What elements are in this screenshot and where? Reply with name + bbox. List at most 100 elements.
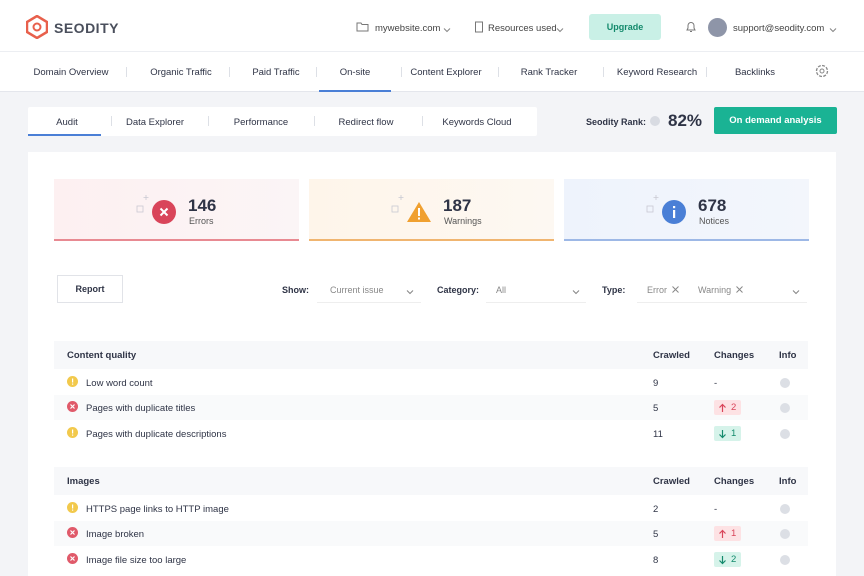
crawled-count: 2 (653, 504, 659, 515)
type-select[interactable] (637, 276, 807, 303)
tab-separator (313, 116, 315, 126)
summary-label: Notices (699, 216, 730, 226)
change-badge: 1 (714, 526, 741, 542)
nav-item[interactable]: Paid Traffic (252, 67, 300, 78)
status-icon-graphic (67, 552, 78, 564)
section-header (54, 467, 808, 495)
tab-separator (111, 116, 112, 126)
type-remove[interactable] (671, 285, 680, 294)
change-arrow-graphic (719, 555, 726, 564)
tab[interactable]: Redirect flow (338, 117, 394, 128)
bell-icon[interactable] (685, 21, 697, 33)
column-header: Crawled (653, 350, 690, 361)
nav-item[interactable]: Backlinks (734, 67, 776, 78)
summary-label: Warnings (444, 216, 482, 226)
nav-separator (126, 67, 127, 77)
tab-separator (421, 116, 423, 126)
issue-label[interactable]: Pages with duplicate descriptions (86, 428, 227, 440)
nav-item[interactable]: Keyword Research (616, 67, 698, 78)
info-icon[interactable] (780, 428, 790, 439)
status-icon (67, 502, 78, 513)
change-value: 2 (731, 553, 737, 565)
nav-item[interactable]: Organic Traffic (150, 67, 212, 78)
status-icon-graphic (67, 527, 78, 539)
summary-icon-graphic (662, 200, 686, 224)
issue-label[interactable]: Image broken (86, 529, 145, 541)
summary-card (564, 179, 809, 241)
brand: SEODITY (54, 20, 119, 36)
category-select[interactable]: All (486, 276, 586, 303)
tab[interactable]: Keywords Cloud (442, 117, 512, 128)
resources-menu[interactable]: Resources used (488, 23, 557, 34)
crawled-count: 8 (653, 554, 659, 566)
info-icon[interactable] (780, 529, 790, 540)
avatar[interactable] (708, 18, 727, 37)
change-arrow-graphic (719, 403, 726, 413)
nav-separator (400, 67, 402, 77)
type-label: Type: (602, 285, 626, 295)
change-arrow (718, 555, 727, 565)
doc-icon (475, 21, 483, 33)
show-chevron-graphic (406, 290, 414, 295)
tab[interactable]: Audit (56, 117, 78, 128)
status-icon (67, 527, 78, 539)
analysis-button[interactable]: On demand analysis (714, 107, 837, 134)
site-chevron-graphic (443, 28, 451, 33)
crawled-count: 9 (653, 378, 659, 389)
change-arrow-graphic (719, 529, 726, 539)
nav-separator (603, 67, 604, 77)
resources-chevron (556, 25, 564, 33)
category-chevron-graphic (572, 290, 580, 295)
issue-label[interactable]: Image file size too large (86, 554, 187, 566)
summary-label: Errors (189, 216, 214, 226)
rank-label: Seodity Rank: (586, 117, 647, 127)
issue-label[interactable]: HTTPS page links to HTTP image (86, 504, 229, 515)
tab-bar (28, 107, 537, 136)
column-header: Crawled (653, 476, 690, 487)
summary-decor-graphic (391, 195, 404, 213)
site-chevron (443, 25, 451, 33)
site-selector[interactable]: mywebsite.com (375, 23, 441, 34)
tab[interactable]: Performance (233, 117, 289, 128)
summary-decor (391, 194, 405, 222)
settings-icon[interactable] (814, 63, 830, 79)
row-background (54, 521, 808, 547)
tab-separator (208, 116, 209, 126)
nav-bar (0, 52, 864, 92)
tab[interactable]: Data Explorer (125, 117, 185, 128)
nav-item[interactable]: Rank Tracker (520, 67, 578, 78)
info-icon[interactable] (780, 504, 790, 514)
column-header: Changes (714, 476, 755, 487)
folder-icon (356, 22, 369, 32)
summary-icon-graphic (152, 200, 176, 224)
info-icon[interactable] (780, 403, 790, 414)
info-icon[interactable] (780, 378, 790, 388)
summary-decor-graphic (646, 195, 659, 213)
report-button[interactable]: Report (57, 275, 123, 303)
change-value: 1 (731, 528, 737, 540)
nav-item[interactable]: Domain Overview (33, 67, 109, 78)
column-header: Info (779, 350, 797, 361)
column-header: Info (779, 476, 797, 487)
upgrade-button[interactable]: Upgrade (589, 14, 661, 40)
type-value: Warning (698, 285, 732, 295)
status-icon-graphic (67, 401, 78, 413)
nav-item[interactable]: Content Explorer (410, 67, 482, 78)
issue-label[interactable]: Low word count (86, 378, 153, 389)
category-value: All (496, 285, 507, 295)
type-remove-graphic (672, 286, 679, 293)
change-none: - (714, 504, 718, 515)
change-none: - (714, 378, 718, 389)
issue-label[interactable]: Pages with duplicate titles (86, 403, 196, 415)
info-icon[interactable] (780, 554, 790, 565)
summary-count: 146 (188, 196, 217, 215)
type-remove[interactable] (735, 285, 744, 294)
account-email[interactable]: support@seodity.com (733, 23, 825, 34)
crawled-count: 5 (653, 529, 659, 541)
column-header: Changes (714, 350, 755, 361)
show-select[interactable]: Current issue (317, 276, 421, 303)
change-arrow (718, 529, 727, 539)
nav-item[interactable]: On-site (339, 67, 371, 78)
status-icon (67, 376, 78, 387)
